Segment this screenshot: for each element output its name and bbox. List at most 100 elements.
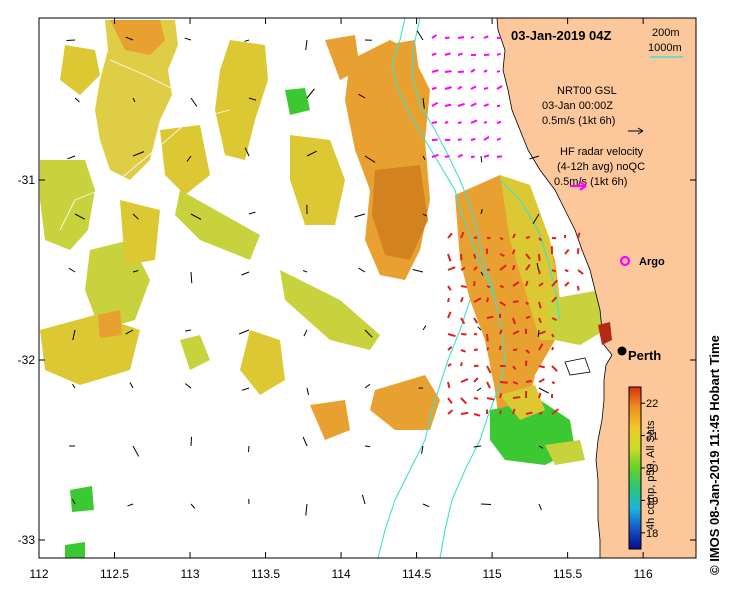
radar-arrow xyxy=(486,333,489,342)
gsl-arrow xyxy=(358,267,366,273)
radar-arrow xyxy=(499,393,503,399)
radar-arrow xyxy=(538,301,542,309)
y-tick-label: -31 xyxy=(18,173,36,187)
radar-arrow xyxy=(460,411,469,415)
radar-arrow xyxy=(551,279,558,287)
radar-arrows xyxy=(431,34,584,417)
city-marker xyxy=(617,346,627,356)
gsl-arrow xyxy=(364,155,376,163)
radar-arrow xyxy=(525,301,530,306)
x-axis: 112 112.5 113 113.5 114 114.5 115 115.5 116 xyxy=(29,18,653,581)
radar-arrow xyxy=(447,363,452,367)
island xyxy=(564,357,591,376)
radar-arrow xyxy=(457,52,463,56)
radar-arrow xyxy=(551,269,557,273)
depth-legend-200: 200m xyxy=(652,27,680,39)
gsl-arrow xyxy=(241,387,250,391)
radar-arrow xyxy=(460,297,464,303)
radar-arrow xyxy=(447,333,456,338)
y-tick-label: -32 xyxy=(18,353,36,367)
gsl-arrow xyxy=(538,503,542,511)
radar-arrow xyxy=(486,315,494,319)
gsl-arrow xyxy=(422,155,426,160)
gsl-arrow xyxy=(532,213,540,225)
gsl-arrow xyxy=(185,329,192,332)
land-mass xyxy=(496,18,696,558)
radar-arrow xyxy=(551,317,557,321)
radar-arrow xyxy=(447,397,453,404)
radar-arrow xyxy=(564,248,570,255)
gsl-arrow xyxy=(72,329,76,341)
gsl-arrow xyxy=(248,97,257,101)
radar-arrow xyxy=(460,317,466,325)
gsl-arrow xyxy=(186,155,192,162)
radar-arrow xyxy=(512,249,516,255)
radar-arrow xyxy=(525,235,531,239)
gsl-arrows xyxy=(66,30,550,516)
map-title: 03-Jan-2019 04Z xyxy=(511,28,612,43)
credit-text: © IMOS 08-Jan-2019 11:45 Hobart Time xyxy=(707,335,722,575)
gsl-arrow xyxy=(67,155,76,160)
radar-arrow xyxy=(486,397,495,401)
depth-legend-1000: 1000m xyxy=(648,42,682,54)
radar-arrow xyxy=(486,285,491,289)
x-tick-label: 115 xyxy=(483,567,502,581)
radar-arrow xyxy=(486,365,492,374)
radar-arrow xyxy=(444,155,450,158)
gsl-arrow xyxy=(72,383,76,389)
gsl-arrow xyxy=(537,329,540,337)
radar-arrow xyxy=(512,264,516,271)
radar-arrow xyxy=(473,297,482,303)
radar-arrow xyxy=(483,69,488,73)
radar-arrow xyxy=(538,392,542,399)
radar-arrow xyxy=(457,102,465,107)
x-tick-label: 115.5 xyxy=(553,567,582,581)
radar-arrow xyxy=(538,237,543,242)
radar-arrow xyxy=(431,34,438,39)
colorbar-tick-label: 18 xyxy=(646,528,658,540)
radar-arrow xyxy=(512,381,519,385)
radar-arrow xyxy=(457,85,463,90)
radar-arrow xyxy=(431,52,437,56)
gsl-arrow xyxy=(190,503,196,509)
radar-arrow xyxy=(444,70,452,73)
radar-arrow xyxy=(499,285,504,289)
radar-arrow xyxy=(499,381,508,384)
radar-arrow xyxy=(512,281,520,287)
radar-arrow xyxy=(431,101,439,107)
radar-arrow xyxy=(512,233,516,239)
gsl-legend-line2: 03-Jan 00:00Z xyxy=(542,100,613,112)
radar-arrow xyxy=(525,349,531,354)
gsl-arrow xyxy=(306,88,315,99)
radar-arrow xyxy=(512,408,516,415)
argo-marker xyxy=(619,255,631,267)
gsl-arrow xyxy=(184,37,192,41)
radar-arrow xyxy=(577,232,581,239)
radar-arrow xyxy=(564,281,570,287)
gsl-arrow xyxy=(127,503,134,507)
radar-arrow xyxy=(551,381,556,385)
radar-arrow xyxy=(460,378,469,383)
gsl-arrow xyxy=(422,97,425,109)
radar-arrow xyxy=(499,264,507,271)
radar-arrow xyxy=(483,154,490,158)
radar-arrow xyxy=(525,253,531,260)
y-axis: -31 -32 -33 xyxy=(18,173,696,547)
radar-arrow xyxy=(496,52,501,56)
gsl-arrow xyxy=(473,445,482,448)
gsl-arrow xyxy=(132,270,139,273)
gsl-arrow xyxy=(74,213,85,220)
gsl-arrow xyxy=(241,271,250,276)
radar-arrow xyxy=(447,285,452,291)
colorbar-tick-label: 22 xyxy=(646,398,658,410)
gsl-arrow xyxy=(72,499,76,505)
radar-arrow xyxy=(447,381,451,389)
radar-arrow xyxy=(444,103,452,107)
gsl-arrow xyxy=(306,150,317,157)
sst-patches xyxy=(40,20,605,558)
radar-arrow xyxy=(538,269,541,275)
radar-arrow xyxy=(551,365,558,372)
x-tick-label: 113.5 xyxy=(251,567,280,581)
gsl-arrow xyxy=(184,383,192,389)
radar-arrow xyxy=(473,266,478,271)
